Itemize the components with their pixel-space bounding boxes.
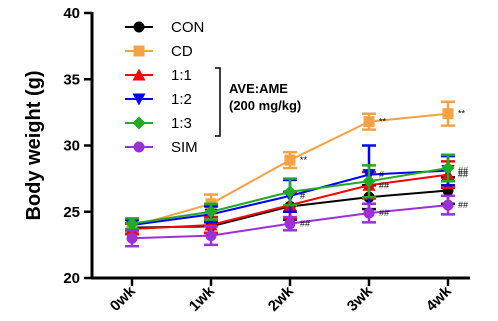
significance-label-sim: ## (300, 219, 310, 229)
legend-marker-1-1 (132, 68, 146, 81)
data-point-sim (126, 232, 138, 244)
legend-label-sim: SIM (171, 139, 198, 156)
y-tick-label: 20 (63, 270, 80, 287)
significance-label-cd: ** (379, 117, 387, 127)
significance-label-1-2: ## (458, 166, 468, 176)
data-point-cd (284, 154, 296, 166)
data-point-1-3 (441, 161, 455, 175)
x-tick-label: 1wk (186, 282, 219, 315)
legend-label-cd: CD (171, 43, 193, 60)
significance-label-cd: ** (458, 109, 466, 119)
legend-group-bracket (215, 67, 221, 137)
legend-label-1-3: 1:3 (171, 115, 192, 132)
legend-label-1-2: 1:2 (171, 91, 192, 108)
data-point-1-3 (204, 205, 218, 219)
data-point-cd (363, 116, 375, 128)
data-point-1-3 (283, 185, 297, 199)
legend-marker-con (133, 21, 145, 33)
y-tick-label: 25 (63, 204, 80, 221)
legend-label-1-1: 1:1 (171, 67, 192, 84)
significance-label-sim: ## (458, 200, 468, 210)
significance-label-1-2: # (300, 191, 305, 201)
y-tick-label: 40 (63, 5, 80, 22)
legend-marker-1-3 (132, 116, 146, 130)
x-tick-label: 4wk (423, 282, 456, 315)
significance-label-sim: ## (379, 208, 389, 218)
data-point-sim (442, 199, 454, 211)
significance-label-1-1: ## (458, 170, 468, 180)
x-tick-label: 3wk (344, 282, 377, 315)
significance-label-1-1: ## (379, 180, 389, 190)
data-point-1-3 (362, 174, 376, 188)
legend-label-con: CON (171, 19, 204, 36)
data-point-sim (363, 207, 375, 219)
y-tick-label: 30 (63, 138, 80, 155)
data-point-cd (442, 108, 454, 120)
legend-marker-sim (133, 141, 145, 153)
x-tick-label: 0wk (107, 282, 140, 315)
legend-group-label: (200 mg/kg) (229, 98, 301, 113)
significance-label-1-2: # (379, 170, 384, 180)
significance-label-cd: ** (300, 155, 308, 165)
data-point-sim (284, 218, 296, 230)
y-tick-label: 35 (63, 71, 80, 88)
legend-marker-cd (133, 45, 145, 57)
data-point-sim (205, 230, 217, 242)
legend-group-label: AVE:AME (229, 81, 288, 96)
y-axis-title: Body weight (g) (23, 71, 45, 221)
x-tick-label: 2wk (265, 282, 298, 315)
legend-marker-1-2 (132, 93, 146, 106)
data-point-1-3 (125, 217, 139, 231)
